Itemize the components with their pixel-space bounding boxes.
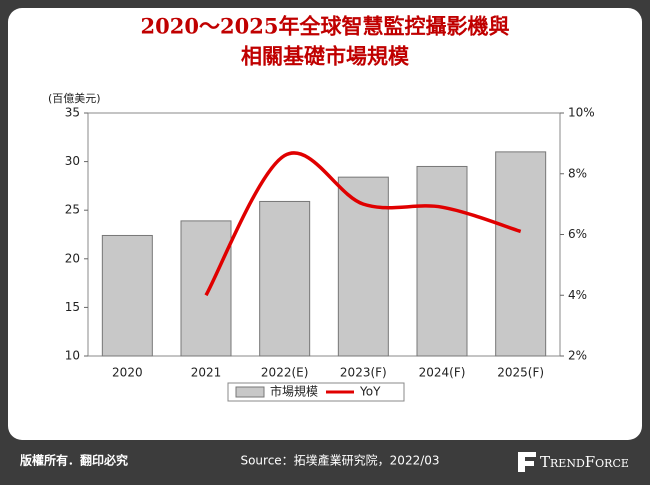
legend-swatch (235, 386, 265, 398)
legend-label: YoY (359, 385, 381, 399)
chart-title: 相關基礎市場規模 (241, 44, 410, 69)
line (204, 151, 522, 297)
y2-tick-label: 6% (568, 227, 587, 241)
legend-box (227, 382, 405, 402)
y2-tick-label: 10% (568, 106, 595, 120)
y-tick-label: 15 (65, 300, 80, 314)
panel (8, 8, 642, 440)
y-tick-label: 20 (65, 251, 80, 265)
y-tick-label: 35 (65, 106, 80, 120)
y-tick-label: 25 (65, 203, 80, 217)
bar (101, 234, 153, 357)
bar (416, 165, 468, 357)
bar (259, 200, 311, 357)
y-axis-label: (百億美元) (48, 92, 101, 105)
chart-title: 2020～2025年全球智慧監控攝影機與 (141, 14, 510, 39)
x-tick-label: 2023(F) (340, 366, 387, 380)
x-tick-label: 2024(F) (419, 366, 466, 380)
x-tick-label: 2025(F) (497, 366, 544, 380)
y2-tick-label: 2% (568, 349, 587, 363)
logo: TrendForce (540, 453, 629, 471)
bar (495, 151, 547, 357)
source: Source：拓墣產業研究院，2022/03 (240, 453, 439, 468)
y-tick-label: 30 (65, 154, 80, 168)
bar (180, 220, 232, 357)
legend-label: 市場規模 (270, 384, 318, 399)
copyright: 版權所有．翻印必究 (20, 453, 128, 468)
logo-icon (518, 452, 536, 472)
y2-tick-label: 8% (568, 166, 587, 180)
x-tick-label: 2020 (112, 366, 143, 380)
y2-tick-label: 4% (568, 288, 587, 302)
x-tick-label: 2022(E) (261, 366, 308, 380)
x-tick-label: 2021 (191, 366, 222, 380)
y-tick-label: 10 (65, 349, 80, 363)
